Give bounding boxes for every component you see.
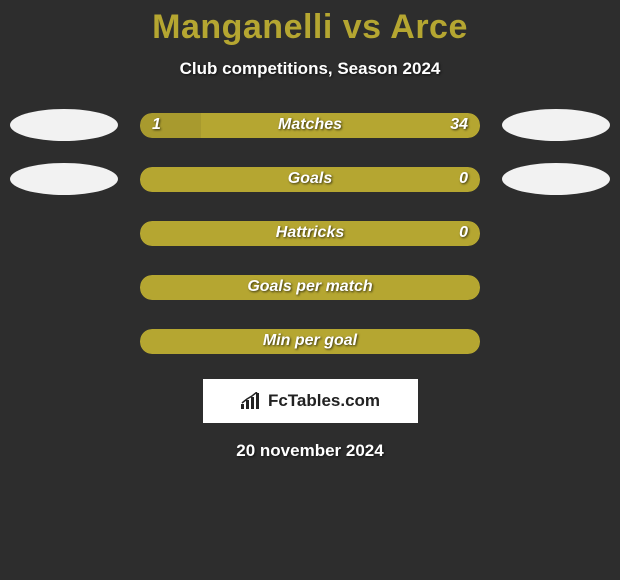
- stat-row: Min per goal: [0, 325, 620, 357]
- branding-text: FcTables.com: [268, 391, 380, 411]
- bar-segment-left: [140, 113, 201, 138]
- stat-bar: Hattricks 0: [140, 221, 480, 246]
- stat-rows: Matches 1 34 Goals 0 Hattricks 0 Goals per matc…: [0, 109, 620, 357]
- chart-icon: [240, 392, 262, 410]
- stat-label: Goals per match: [247, 278, 372, 296]
- comparison-card: Manganelli vs Arce Club competitions, Se…: [0, 0, 620, 461]
- player-right-oval: [502, 109, 610, 141]
- stat-value-right: 0: [459, 170, 468, 188]
- player-right-oval: [502, 163, 610, 195]
- stat-bar: Goals per match: [140, 275, 480, 300]
- stat-row: Matches 1 34: [0, 109, 620, 141]
- stat-row: Hattricks 0: [0, 217, 620, 249]
- stat-label: Matches: [278, 116, 342, 134]
- branding-badge: FcTables.com: [203, 379, 418, 423]
- stat-label: Goals: [288, 170, 332, 188]
- subtitle: Club competitions, Season 2024: [0, 59, 620, 79]
- stat-row: Goals per match: [0, 271, 620, 303]
- stat-value-left: 1: [152, 116, 161, 134]
- stat-bar: Goals 0: [140, 167, 480, 192]
- stat-row: Goals 0: [0, 163, 620, 195]
- stat-value-right: 0: [459, 224, 468, 242]
- page-title: Manganelli vs Arce: [0, 8, 620, 47]
- stat-label: Hattricks: [276, 224, 344, 242]
- stat-bar: Matches 1 34: [140, 113, 480, 138]
- stat-value-right: 34: [450, 116, 468, 134]
- stat-label: Min per goal: [263, 332, 357, 350]
- player-left-oval: [10, 163, 118, 195]
- date-label: 20 november 2024: [0, 441, 620, 461]
- player-left-oval: [10, 109, 118, 141]
- stat-bar: Min per goal: [140, 329, 480, 354]
